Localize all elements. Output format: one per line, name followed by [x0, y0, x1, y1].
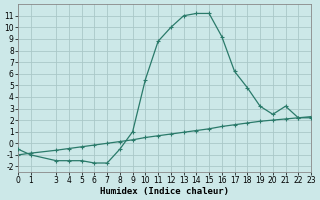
X-axis label: Humidex (Indice chaleur): Humidex (Indice chaleur) — [100, 187, 229, 196]
